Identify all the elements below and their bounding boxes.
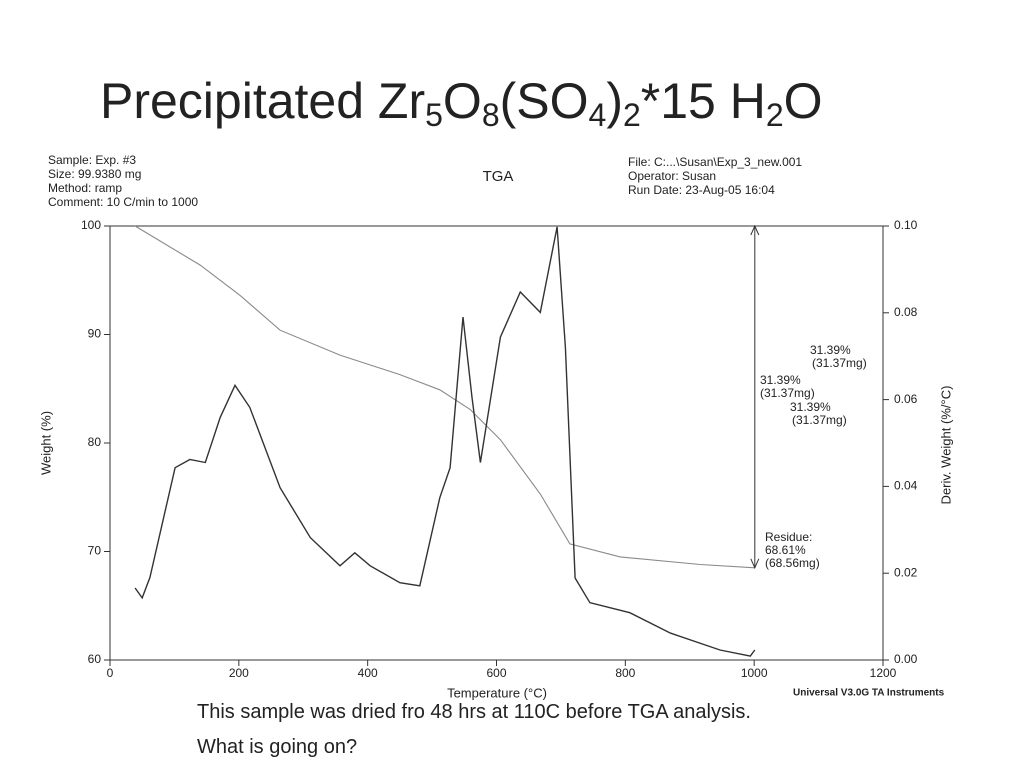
header-info: File: C:...\Susan\Exp_3_new.001 — [628, 155, 802, 169]
title-part: *15 H — [641, 73, 766, 129]
title-part: Precipitated Zr — [100, 73, 425, 129]
header-info: Operator: Susan — [628, 169, 716, 183]
data-line — [134, 226, 756, 657]
caption: This sample was dried fro 48 hrs at 110C… — [197, 701, 751, 723]
arrow-head — [750, 224, 760, 236]
annotation: (31.37mg) — [760, 386, 815, 400]
x-tick-label: 0 — [107, 666, 114, 680]
subscript: 8 — [482, 97, 500, 133]
annotation: 31.39% — [810, 343, 851, 357]
y-tick-label: 100 — [81, 218, 101, 232]
annotation: 31.39% — [790, 400, 831, 414]
y-axis-label: Weight (%) — [38, 411, 53, 475]
title-part: O — [784, 73, 823, 129]
slide-title: Precipitated Zr5O8(SO4)2*15 H2O — [100, 73, 823, 133]
header-info: Size: 99.9380 mg — [48, 167, 141, 181]
y-tick-label: 90 — [88, 327, 102, 341]
arrow-head — [750, 558, 760, 570]
subscript: 5 — [425, 97, 443, 133]
y2-tick-label: 0.00 — [894, 652, 918, 666]
annotation: (68.56mg) — [765, 556, 820, 570]
title-part: (SO — [500, 73, 589, 129]
y-tick-label: 60 — [88, 652, 102, 666]
title-part: O — [443, 73, 482, 129]
x-tick-label: 200 — [229, 666, 249, 680]
x-tick-label: 400 — [358, 666, 378, 680]
plot-frame — [109, 225, 884, 661]
y2-tick-label: 0.02 — [894, 565, 918, 579]
y2-tick-label: 0.04 — [894, 479, 918, 493]
chart-title: TGA — [483, 168, 514, 185]
subscript: 2 — [766, 97, 784, 133]
x-tick-label: 800 — [615, 666, 635, 680]
x-tick-label: 1200 — [870, 666, 897, 680]
annotation: (31.37mg) — [812, 356, 867, 370]
header-info: Run Date: 23-Aug-05 16:04 — [628, 183, 775, 197]
data-line — [134, 225, 755, 569]
x-tick-label: 1000 — [741, 666, 768, 680]
annotation: (31.37mg) — [792, 413, 847, 427]
caption: What is going on? — [197, 736, 357, 758]
y2-tick-label: 0.08 — [894, 305, 918, 319]
annotation: 31.39% — [760, 373, 801, 387]
y-tick-label: 80 — [88, 435, 102, 449]
annotation: Residue: — [765, 530, 812, 544]
footer: Universal V3.0G TA Instruments — [793, 688, 945, 699]
header-info: Comment: 10 C/min to 1000 — [48, 195, 198, 209]
header-info: Sample: Exp. #3 — [48, 153, 136, 167]
subscript: 4 — [589, 97, 607, 133]
y2-axis-label: Deriv. Weight (%/°C) — [938, 386, 953, 505]
y2-tick-label: 0.10 — [894, 218, 918, 232]
subscript: 2 — [623, 97, 641, 133]
x-tick-label: 600 — [486, 666, 506, 680]
annotation: 68.61% — [765, 543, 806, 557]
x-axis-label: Temperature (°C) — [447, 685, 547, 700]
y-tick-label: 70 — [88, 544, 102, 558]
header-info: Method: ramp — [48, 181, 122, 195]
title-part: ) — [606, 73, 623, 129]
y2-tick-label: 0.06 — [894, 392, 918, 406]
